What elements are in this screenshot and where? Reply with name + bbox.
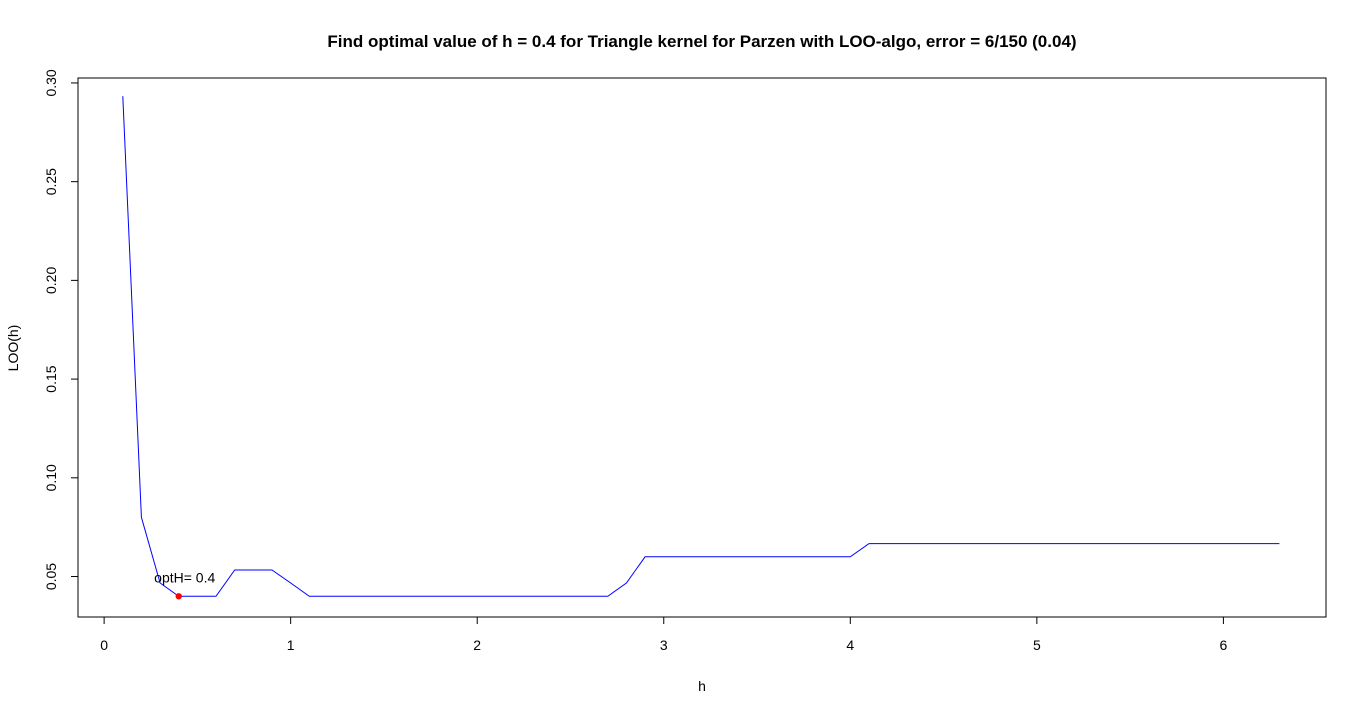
y-tick-label: 0.30 [43, 69, 59, 96]
loo-series-line [122, 96, 1280, 597]
x-axis-label: h [698, 678, 706, 694]
x-tick-label: 6 [1220, 637, 1228, 653]
optimal-h-label: optH= 0.4 [154, 569, 215, 585]
plot-frame [77, 77, 1327, 618]
y-tick-label: 0.20 [43, 267, 59, 294]
y-axis: 0.05 0.10 0.15 0.20 0.25 0.30 [43, 69, 79, 590]
y-tick-label: 0.10 [43, 464, 59, 491]
y-axis-label: LOO(h) [5, 325, 21, 372]
x-tick-label: 0 [100, 637, 108, 653]
chart-title: Find optimal value of h = 0.4 for Triang… [327, 32, 1076, 51]
x-tick-label: 1 [287, 637, 295, 653]
highlight-layer: optH= 0.4 [154, 569, 215, 600]
x-axis: 0 1 2 3 4 5 6 [100, 616, 1228, 653]
optimal-h-point [175, 593, 182, 600]
x-tick-label: 2 [473, 637, 481, 653]
x-tick-label: 3 [660, 637, 668, 653]
series-layer [122, 96, 1280, 597]
y-tick-label: 0.15 [43, 365, 59, 392]
x-tick-label: 4 [846, 637, 854, 653]
x-tick-label: 5 [1033, 637, 1041, 653]
y-tick-label: 0.05 [43, 563, 59, 590]
y-tick-label: 0.25 [43, 168, 59, 195]
